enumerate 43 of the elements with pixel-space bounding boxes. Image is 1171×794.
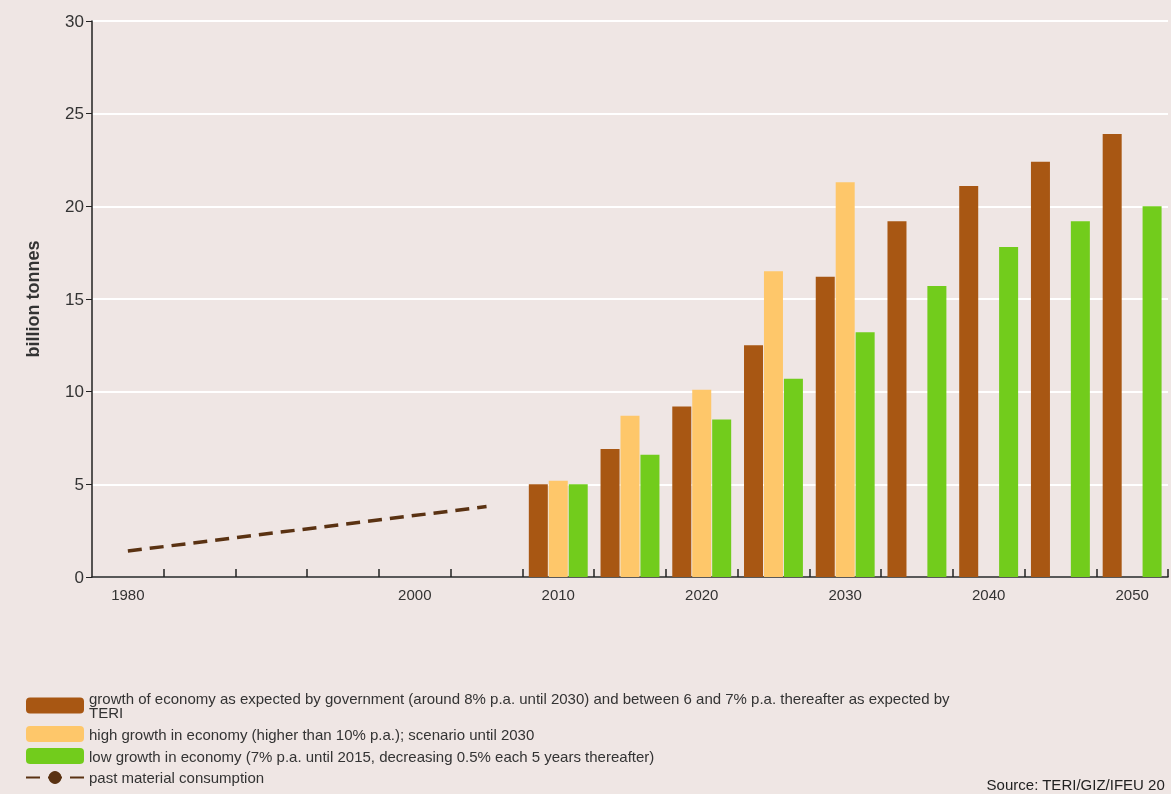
legend-label: growth of economy as expected by government (around 8% p.a. until 2030) and between 6 and 7% p.a. thereafter as expected by TERI — [89, 690, 954, 721]
x-tick-label: 1980 — [111, 586, 145, 603]
x-tick-label: 2020 — [685, 586, 719, 603]
y-tick-label: 0 — [74, 567, 84, 587]
bar — [600, 449, 620, 577]
bar — [712, 419, 732, 577]
bar — [1030, 161, 1050, 577]
bar — [887, 221, 907, 577]
bar — [1142, 206, 1162, 577]
bar — [815, 276, 835, 577]
bar — [744, 345, 764, 577]
bar — [927, 286, 947, 577]
y-tick-label: 10 — [65, 382, 84, 402]
y-tick-label: 15 — [65, 289, 84, 309]
bar — [999, 247, 1019, 577]
x-tick-label: 2040 — [971, 586, 1006, 603]
bar — [855, 332, 875, 577]
bar — [763, 271, 783, 577]
y-tick-label: 5 — [74, 474, 84, 494]
legend-label: low growth in economy (7% p.a. until 2015, decreasing 0.5% each 5 years thereafter) — [89, 747, 655, 765]
bar — [783, 378, 803, 577]
legend-label: high growth in economy (higher than 10% p.a.); scenario until 2030 — [89, 725, 535, 743]
bar — [640, 454, 660, 577]
bar — [1070, 221, 1090, 577]
bar — [672, 406, 692, 577]
x-tick-label: 2000 — [398, 586, 432, 603]
x-tick-label: 2010 — [541, 586, 575, 603]
bar — [959, 185, 979, 577]
bar — [528, 484, 548, 577]
y-axis-title: billion tonnes — [23, 240, 43, 358]
y-tick-label: 25 — [65, 104, 84, 124]
x-tick-label: 2030 — [828, 586, 862, 603]
legend-label: past material consumption — [89, 769, 265, 786]
bar — [548, 480, 568, 577]
y-tick-label: 20 — [65, 196, 84, 216]
bar — [1102, 134, 1122, 577]
y-tick-label: 30 — [65, 11, 84, 31]
bar — [835, 182, 855, 577]
bar — [568, 484, 588, 577]
x-tick-label: 2050 — [1115, 586, 1149, 603]
source-note: Source: TERI/GIZ/IFEU 20 — [986, 776, 1165, 793]
bar — [620, 415, 640, 577]
bar — [692, 389, 712, 577]
